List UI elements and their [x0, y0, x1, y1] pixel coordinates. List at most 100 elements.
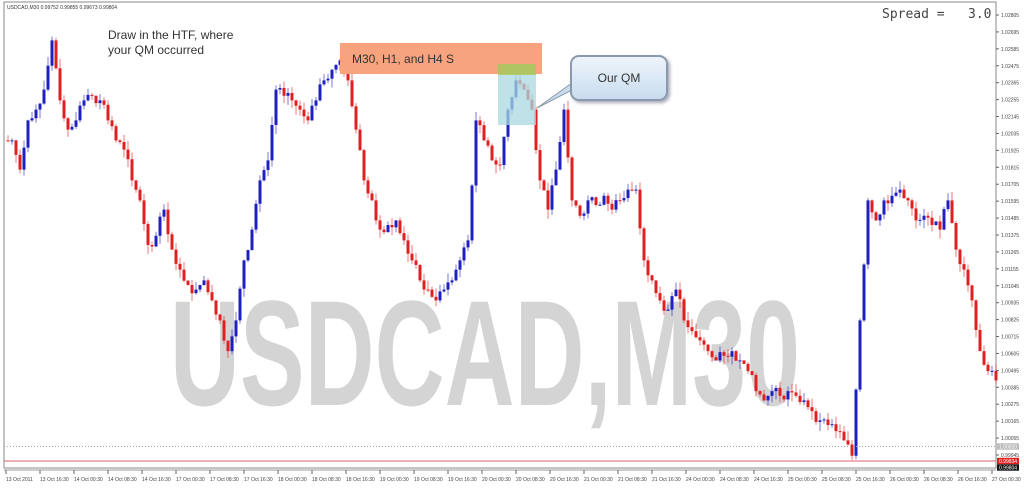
candle-body: [646, 260, 650, 276]
x-tick-label: 20 Oct 08:30: [516, 477, 545, 483]
candle-body: [6, 140, 10, 142]
candle-body: [226, 340, 230, 352]
candle-body: [250, 229, 254, 251]
candle-body: [54, 40, 58, 69]
candle-body: [14, 140, 18, 155]
candle-body: [558, 141, 562, 170]
candle-body: [150, 245, 154, 247]
candle-body: [834, 424, 838, 432]
candle-body: [666, 309, 670, 311]
candle-body: [42, 89, 46, 104]
candle-body: [734, 351, 738, 361]
x-tick-label: 17 Oct 00:30: [176, 477, 205, 483]
candle-body: [602, 195, 606, 205]
candle-body: [534, 109, 538, 151]
candle-body: [566, 109, 570, 158]
candle-body: [470, 185, 474, 241]
candle-body: [554, 169, 558, 186]
candle-body: [198, 285, 202, 290]
candle-body: [686, 320, 690, 328]
candle-body: [290, 92, 294, 101]
y-tick-label: 0.99945: [1001, 453, 1019, 459]
candle-body: [866, 200, 870, 265]
candle-body: [390, 225, 394, 228]
candle-body: [166, 209, 170, 235]
candle-body: [882, 200, 886, 215]
candle-body: [702, 340, 706, 345]
candle-body: [790, 391, 794, 393]
candle-body: [574, 200, 578, 206]
candle-body: [482, 125, 486, 141]
candle-body: [254, 203, 258, 230]
candle-body: [102, 100, 106, 105]
ask-tag-bg: [997, 457, 1019, 465]
candle-body: [818, 420, 822, 422]
candle-body: [766, 395, 770, 401]
y-tick-label: 1.00385: [1001, 385, 1019, 391]
candle-body: [394, 220, 398, 228]
candle-body: [10, 140, 14, 142]
candle-body: [154, 235, 158, 247]
candle-body: [946, 200, 950, 210]
candle-body: [34, 109, 38, 119]
candle-body: [382, 229, 386, 233]
candle-body: [830, 424, 834, 426]
candle-body: [970, 285, 974, 301]
candle-body: [126, 149, 130, 160]
candle-body: [598, 204, 602, 206]
candle-body: [678, 289, 682, 300]
candle-body: [662, 300, 666, 311]
candle-body: [366, 180, 370, 194]
candle-body: [222, 320, 226, 341]
candle-body: [430, 289, 434, 297]
candle-body: [286, 92, 290, 96]
candle-body: [550, 185, 554, 210]
y-tick-label: 1.00935: [1001, 301, 1019, 307]
candle-body: [298, 105, 302, 110]
candle-body: [594, 197, 598, 205]
candle-body: [94, 95, 98, 104]
candle-body: [546, 190, 550, 210]
candle-body: [690, 327, 694, 332]
candle-body: [266, 160, 270, 171]
candle-body: [746, 363, 750, 372]
candle-body: [774, 387, 778, 392]
candle-body: [934, 221, 938, 225]
candle-body: [270, 125, 274, 161]
candle-body: [958, 249, 962, 265]
candle-body: [614, 200, 618, 210]
y-tick-label: 1.02695: [1001, 30, 1019, 36]
candle-body: [122, 142, 126, 150]
x-tick-label: 27 Oct 00:30: [992, 477, 1021, 483]
qm-callout: Our QM: [570, 55, 668, 101]
candle-body: [738, 360, 742, 362]
candle-body: [994, 370, 998, 381]
candle-body: [434, 296, 438, 301]
candle-body: [858, 320, 862, 390]
candle-body: [50, 40, 54, 66]
candle-body: [966, 269, 970, 286]
candle-body: [538, 150, 542, 181]
y-tick-label: 1.02475: [1001, 64, 1019, 70]
candle-body: [826, 419, 830, 425]
candle-body: [190, 285, 194, 294]
candle-body: [498, 164, 502, 166]
candle-body: [474, 120, 478, 186]
candle-body: [374, 200, 378, 221]
candle-body: [30, 118, 34, 121]
candle-body: [806, 400, 810, 408]
candle-body: [422, 280, 426, 290]
candle-body: [142, 200, 146, 225]
x-tick-label: 24 Oct 08:30: [720, 477, 749, 483]
candle-body: [626, 189, 630, 199]
candle-body: [22, 147, 26, 170]
candle-body: [438, 291, 442, 301]
y-tick-label: 1.02805: [1001, 13, 1019, 19]
zone-label: M30, H1, and H4 S: [352, 52, 455, 66]
x-tick-label: 26 Oct 08:30: [924, 477, 953, 483]
candle-body: [282, 87, 286, 96]
candle-body: [838, 431, 842, 433]
candle-body: [542, 180, 546, 191]
candle-body: [378, 220, 382, 230]
candle-body: [450, 280, 454, 283]
